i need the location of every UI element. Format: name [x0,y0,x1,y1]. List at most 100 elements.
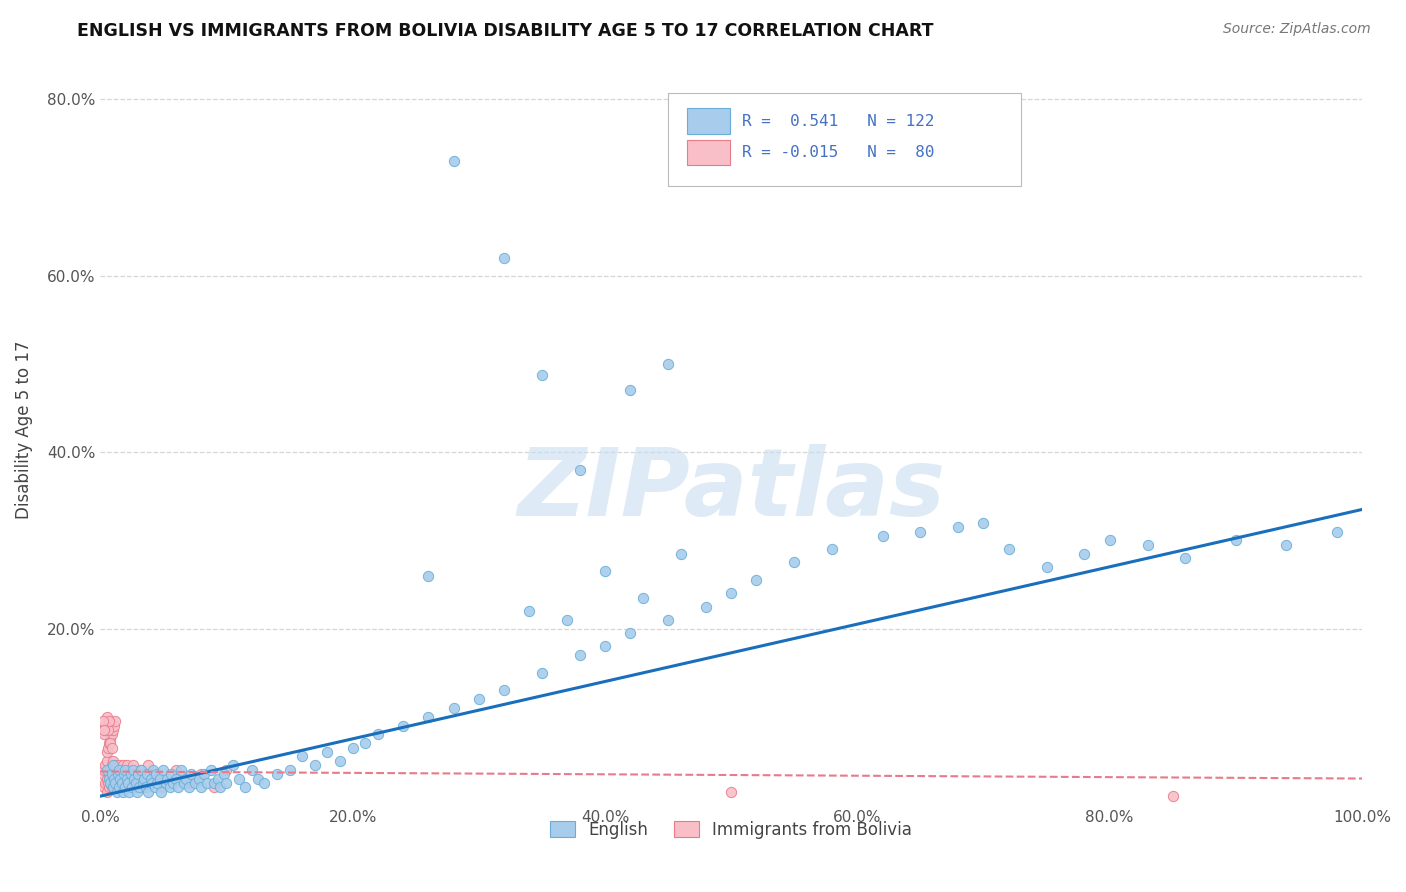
Point [94,718,117,732]
Point [104,758,127,772]
Point [110,767,132,781]
Point [555,613,578,627]
Point [112,780,135,795]
Point [115,780,138,795]
Point [136,785,159,799]
Point [136,767,159,781]
Point [177,776,200,790]
Point [101,758,124,772]
Point [948,520,970,534]
Point [209,780,232,795]
Point [530,368,553,383]
Point [143,780,166,795]
FancyBboxPatch shape [668,93,1021,186]
Point [98,736,121,750]
FancyBboxPatch shape [688,140,730,165]
Point [1326,524,1348,539]
Point [155,776,177,790]
Point [136,758,159,772]
Point [146,776,169,790]
Point [104,776,127,790]
Point [121,780,143,795]
Point [134,780,156,795]
Point [111,763,134,777]
Point [329,754,352,768]
Point [134,772,156,786]
Point [111,780,134,795]
Point [114,776,136,790]
Point [593,564,616,578]
Point [105,780,128,795]
Point [304,758,326,772]
Point [98,736,121,750]
Point [1161,789,1184,804]
Point [139,776,162,790]
Point [530,665,553,680]
Point [568,463,591,477]
Point [104,776,127,790]
FancyBboxPatch shape [688,109,730,134]
Point [202,780,225,795]
Legend: English, Immigrants from Bolivia: English, Immigrants from Bolivia [544,814,918,846]
Point [492,683,515,698]
Point [108,780,131,795]
Point [111,785,134,799]
Point [101,776,124,790]
Point [253,776,276,790]
Point [1035,559,1057,574]
Point [93,723,115,737]
Point [266,767,288,781]
Point [619,384,641,398]
Point [128,780,150,795]
Point [207,772,229,786]
Point [1275,538,1298,552]
Point [367,727,389,741]
Point [111,776,134,790]
Point [101,723,124,737]
Point [177,780,200,795]
Point [392,718,415,732]
Point [97,763,120,777]
Point [657,613,679,627]
Point [342,740,364,755]
Point [98,767,121,781]
Point [492,251,515,265]
Point [93,780,115,795]
Point [115,758,138,772]
Point [103,772,125,786]
Point [118,780,141,795]
Point [120,767,142,781]
Point [187,772,209,786]
Point [619,626,641,640]
Point [159,780,181,795]
Y-axis label: Disability Age 5 to 17: Disability Age 5 to 17 [15,341,32,519]
Point [162,776,184,790]
Point [127,767,149,781]
Point [110,776,132,790]
Point [568,648,591,662]
Point [121,776,143,790]
Point [98,776,121,790]
Point [94,758,117,772]
Point [695,599,717,614]
Point [114,763,136,777]
Point [170,763,193,777]
Point [101,754,124,768]
Point [100,740,122,755]
Text: ZIPatlas: ZIPatlas [517,444,945,536]
Point [98,776,121,790]
Point [972,516,994,530]
Point [105,785,128,799]
Point [167,780,190,795]
Point [96,710,118,724]
Point [107,776,129,790]
Point [108,780,131,795]
Point [215,776,238,790]
Point [98,772,121,786]
Point [148,772,170,786]
Point [174,772,197,786]
Point [165,772,187,786]
Point [146,767,169,781]
Point [593,639,616,653]
Point [124,767,146,781]
